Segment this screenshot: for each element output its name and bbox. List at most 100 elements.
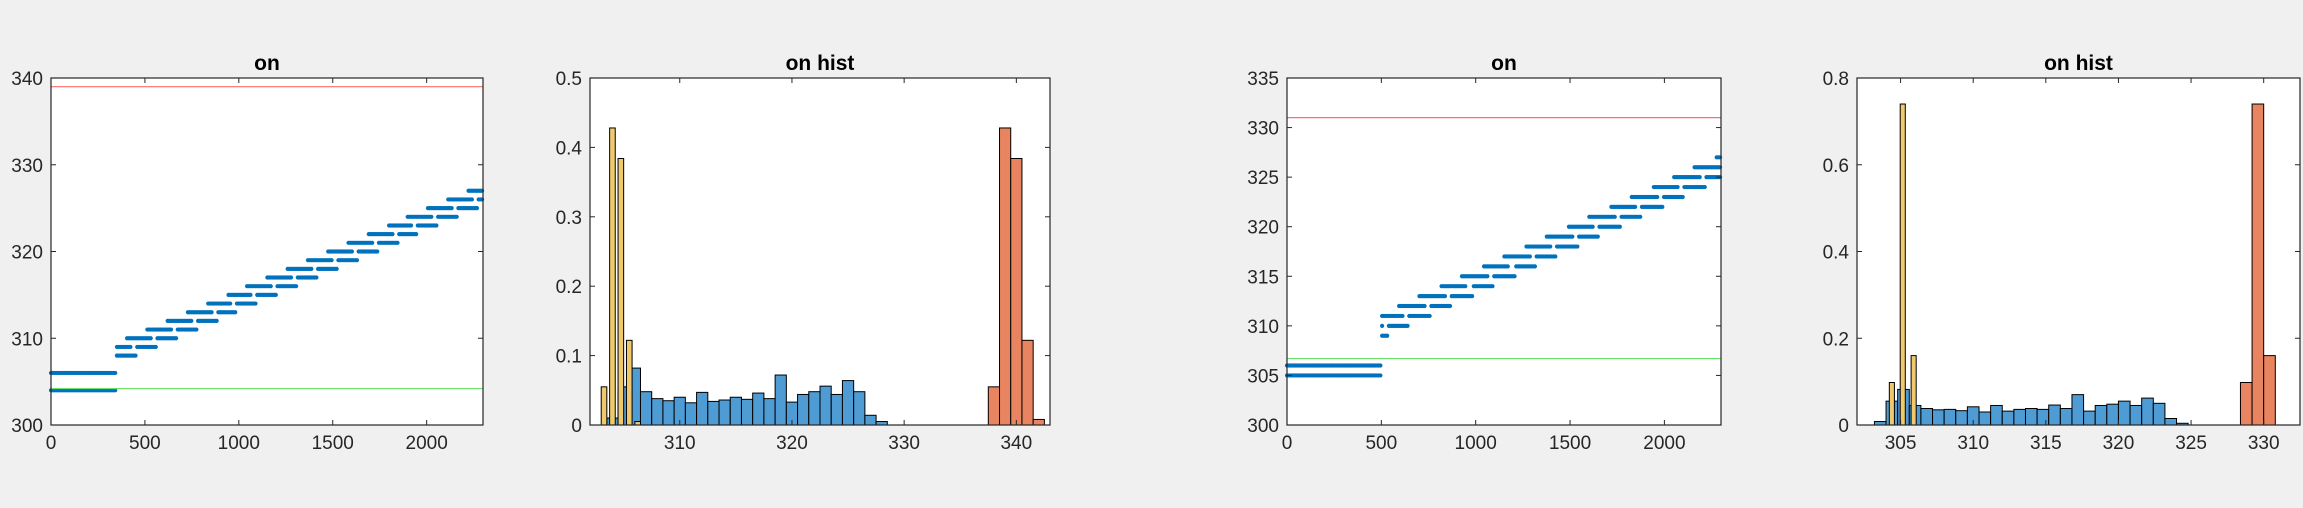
y-tick-label: 0.4 [556, 138, 583, 159]
y-tick-label: 335 [1247, 69, 1279, 90]
histogram-bar [830, 393, 843, 426]
data-point [1378, 373, 1383, 378]
y-tick-label: 0.6 [1823, 156, 1849, 177]
data-point [309, 266, 314, 271]
data-point [314, 275, 319, 280]
histogram-bar [2024, 408, 2038, 426]
data-point [1385, 333, 1390, 338]
x-tick-label: 340 [1000, 433, 1032, 454]
histogram-bar [1032, 418, 1045, 426]
data-point [1470, 294, 1475, 299]
x-tick-label: 1500 [312, 433, 354, 454]
histogram-bar [1990, 404, 2003, 426]
histogram-bar [617, 158, 625, 426]
histogram-1: on hist 310 320 330 340 0 0.1 0.2 0.3 0.4 0.5 [556, 52, 1051, 454]
histogram-bar [1910, 355, 1917, 426]
chart-title: on hist [2044, 52, 2113, 75]
y-tick-label: 325 [1247, 168, 1279, 189]
data-point [128, 344, 133, 350]
data-point [209, 310, 214, 315]
histogram-2: on hist 305 310 315 320 325 330 0 0.2 0.4 0.6 0.8 [1823, 52, 2301, 454]
data-point [228, 301, 233, 306]
histogram-bar [662, 400, 675, 426]
data-point [1660, 204, 1665, 209]
histogram-bar [2071, 394, 2085, 426]
data-point [449, 206, 454, 211]
histogram-bar [696, 391, 709, 426]
x-tick-label: 310 [664, 433, 696, 454]
histogram-bar [707, 400, 720, 426]
x-tick-label: 500 [1365, 433, 1397, 454]
histogram-bar [2239, 381, 2253, 426]
data-point [1463, 284, 1468, 289]
data-point [334, 266, 339, 271]
histogram-bar [740, 398, 754, 426]
x-tick-label: 1000 [1455, 433, 1497, 454]
data-point [1485, 274, 1490, 279]
plot-area [51, 78, 483, 425]
data-point [189, 318, 194, 323]
x-tick-label: 1000 [218, 433, 260, 454]
histogram-bar [1920, 408, 1934, 426]
data-point [1405, 323, 1410, 328]
plot-area [1287, 78, 1721, 425]
y-tick-label: 0.8 [1823, 69, 1849, 90]
data-point [1380, 323, 1385, 328]
histogram-bar [639, 391, 653, 426]
y-tick-label: 0.2 [1823, 329, 1849, 350]
y-tick-label: 0 [1838, 416, 1849, 437]
data-point [153, 344, 158, 350]
data-point [233, 310, 238, 315]
data-point [1548, 244, 1553, 249]
data-point [429, 214, 434, 219]
histogram-bar [1010, 158, 1023, 426]
histogram-bar [651, 398, 664, 426]
histogram-bar [2152, 402, 2166, 426]
data-point [354, 258, 360, 263]
data-point [469, 197, 475, 202]
x-tick-label: 320 [776, 433, 808, 454]
histogram-bar [1955, 410, 1968, 426]
data-marks [1284, 117, 1723, 378]
histogram-bar [808, 391, 821, 426]
histogram-bar [763, 398, 776, 426]
x-tick-label: 325 [2175, 433, 2207, 454]
x-tick-label: 330 [2248, 433, 2280, 454]
y-tick-label: 0.3 [556, 208, 582, 229]
data-point [113, 370, 118, 376]
histogram-bar [1932, 409, 1945, 426]
y-tick-label: 320 [1247, 218, 1279, 239]
histogram-bar [2129, 404, 2143, 426]
histogram-bar [1978, 411, 1992, 426]
x-tick-label: 305 [1885, 433, 1917, 454]
data-point [1505, 264, 1510, 269]
x-tick-label: 320 [2103, 433, 2135, 454]
data-point [395, 240, 400, 245]
histogram-bar [2263, 355, 2276, 426]
data-point [214, 318, 219, 323]
data-point [248, 292, 253, 297]
data-point [194, 327, 199, 332]
data-point [1422, 303, 1427, 309]
chart-title: on hist [786, 52, 855, 75]
y-tick-label: 340 [11, 69, 43, 90]
data-point [1595, 234, 1600, 239]
histogram-bar [1888, 381, 1895, 426]
histogram-bar [2048, 404, 2061, 426]
data-point [1442, 294, 1448, 299]
data-point [474, 206, 480, 211]
y-tick-label: 320 [11, 243, 43, 264]
histogram-bar [797, 393, 810, 426]
scatter-plot-2: on 0 500 1000 1500 2000 300 305 310 315 320 325 330… [1247, 52, 1723, 454]
y-tick-label: 300 [11, 416, 43, 437]
data-point [1527, 254, 1532, 259]
data-point [1590, 224, 1595, 229]
histogram-bar [2106, 403, 2119, 426]
axes-frame [589, 77, 1051, 426]
histogram-bar [2059, 408, 2073, 426]
histogram-bar [1021, 339, 1034, 426]
data-point [375, 249, 380, 254]
y-tick-label: 305 [1247, 366, 1279, 387]
data-point [1697, 175, 1702, 180]
data-marks [1873, 103, 2276, 426]
